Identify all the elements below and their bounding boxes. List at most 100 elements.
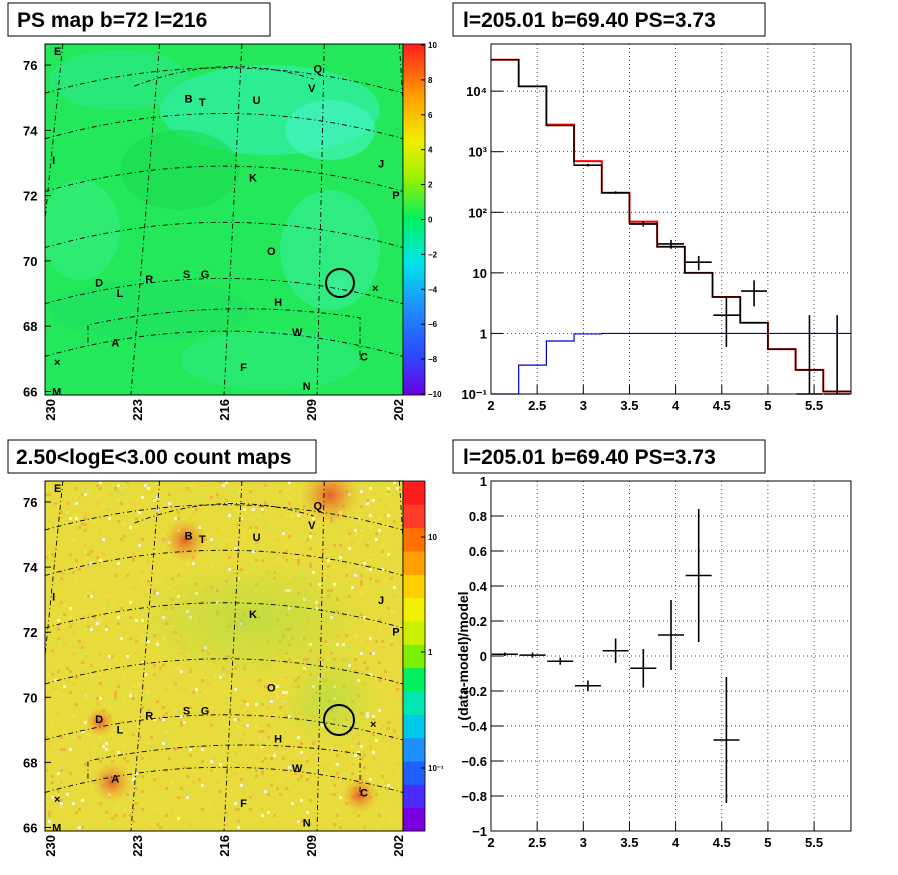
source-label: R (145, 274, 153, 286)
x-tick-label: 3 (580, 835, 587, 850)
y-tick-label: −1 (472, 824, 487, 839)
source-label: E (54, 483, 61, 495)
y-tick-label: 66 (23, 821, 37, 836)
residual-title: l=205.01 b=69.40 PS=3.73 (463, 446, 716, 469)
source-label: S (183, 269, 190, 281)
y-tick-label: 1 (480, 474, 487, 489)
source-label: E (54, 46, 61, 58)
x-tick-label: 2.5 (528, 835, 546, 850)
target-circle (325, 268, 355, 298)
colorbar-tick-label: 6 (428, 111, 433, 120)
ps-map-y-ticks: 76 74 72 70 68 66 (23, 58, 51, 399)
colorbar-tick-label: 0 (428, 216, 433, 225)
y-tick-label: −0.6 (461, 754, 487, 769)
longitude-line (223, 44, 243, 395)
source-label: H (274, 733, 282, 745)
source-label: P (392, 627, 399, 639)
source-label: J (378, 595, 384, 607)
y-tick-label: 72 (23, 189, 37, 204)
x-tick-label: 216 (217, 835, 232, 857)
corner-marker-x: × (54, 794, 60, 806)
x-tick-label: 216 (217, 399, 232, 421)
spectrum-frame (490, 43, 852, 395)
source-label: A (111, 774, 119, 786)
longitude-line (130, 44, 161, 395)
source-label: L (117, 725, 124, 737)
spectrum-step-series-1 (491, 59, 851, 393)
latitude-line (45, 766, 403, 793)
colorbar-tick-label: 1 (428, 648, 433, 657)
latitude-line (45, 221, 403, 249)
spectrum-panel: l=205.01 b=69.40 PS=3.73 2 2.5 3 3.5 4 4.5 5 5.… (452, 2, 852, 413)
source-label: N (303, 381, 311, 393)
source-label: C (360, 788, 368, 800)
source-label: B (185, 93, 193, 105)
target-marker-x: × (372, 283, 378, 295)
source-label: C (360, 351, 368, 363)
y-tick-label: 68 (23, 319, 37, 334)
y-tick-label: 10² (468, 205, 487, 220)
latitude-line (45, 113, 403, 140)
latitude-line (45, 549, 403, 576)
source-label: F (240, 362, 247, 374)
source-label: U (253, 532, 261, 544)
count-map-source-labels: E QV B T U I J K P O D L R S G H A W C F N M (52, 483, 399, 835)
x-tick-label: 3.5 (620, 835, 638, 850)
y-tick-label: 76 (23, 58, 37, 73)
x-tick-label: 2 (487, 835, 494, 850)
x-tick-label: 5 (764, 835, 771, 850)
count-map-coordinate-grid (45, 481, 403, 831)
source-label: Q (314, 501, 323, 513)
x-tick-label: 2.5 (528, 398, 546, 413)
source-label: S (183, 705, 190, 717)
residual-title-box (452, 439, 766, 474)
longitude-line (316, 44, 325, 395)
count-map-title: 2.50<logE<3.00 count maps (16, 446, 291, 469)
source-label: M (52, 823, 61, 835)
y-tick-label: −0.2 (461, 684, 487, 699)
latitude-line (45, 714, 403, 741)
colorbar-tick-label: 8 (428, 76, 433, 85)
source-label: R (145, 711, 153, 723)
source-label: T (199, 534, 206, 546)
source-label: O (267, 246, 276, 258)
y-tick-label: 0.6 (469, 544, 487, 559)
y-tick-label: 72 (23, 625, 37, 640)
latitude-line (45, 658, 403, 685)
source-label: O (267, 683, 276, 695)
x-tick-label: 3.5 (620, 398, 638, 413)
source-label: U (253, 95, 261, 107)
x-tick-label: 5.5 (805, 835, 823, 850)
latitude-line (45, 330, 403, 357)
x-tick-label: 230 (43, 835, 58, 857)
target-circle (323, 704, 355, 736)
colorbar-tick-label: −8 (428, 355, 438, 364)
latitude-line (45, 504, 403, 531)
ps-map-panel: PS map b=72 l=216 × × E QV B T U I J K P O D L R S G H A… (7, 2, 442, 421)
colorbar-tick-label: −2 (428, 250, 438, 259)
longitude-line (316, 481, 325, 831)
x-tick-label: 230 (43, 399, 58, 421)
count-map-x-ticks: 230 223 216 209 202 (43, 835, 406, 857)
y-tick-label: 74 (23, 123, 38, 138)
ps-map-title: PS map b=72 l=216 (17, 9, 207, 32)
y-tick-label: 1 (480, 326, 487, 341)
spectrum-step-series-0 (491, 58, 851, 393)
x-tick-label: 4 (672, 398, 680, 413)
x-tick-label: 5.5 (805, 398, 823, 413)
source-label: A (111, 337, 119, 349)
x-tick-label: 209 (304, 835, 319, 857)
y-tick-label: 10 (473, 266, 487, 281)
source-label: V (308, 520, 316, 532)
x-tick-label: 223 (130, 399, 145, 421)
colorbar-tick-label: −10 (428, 390, 442, 399)
y-tick-label: 66 (23, 384, 37, 399)
y-tick-label: 10⁴ (466, 84, 487, 99)
source-label: D (95, 278, 103, 290)
count-map-y-ticks: 76 74 72 70 68 66 (23, 495, 51, 836)
source-label: W (292, 763, 303, 775)
survey-boundary (87, 744, 361, 796)
x-tick-label: 5 (764, 398, 771, 413)
ps-map-source-labels: E QV B T U I J K P O D L R S G H A W C F N M (52, 46, 399, 398)
count-map-image (45, 481, 403, 831)
